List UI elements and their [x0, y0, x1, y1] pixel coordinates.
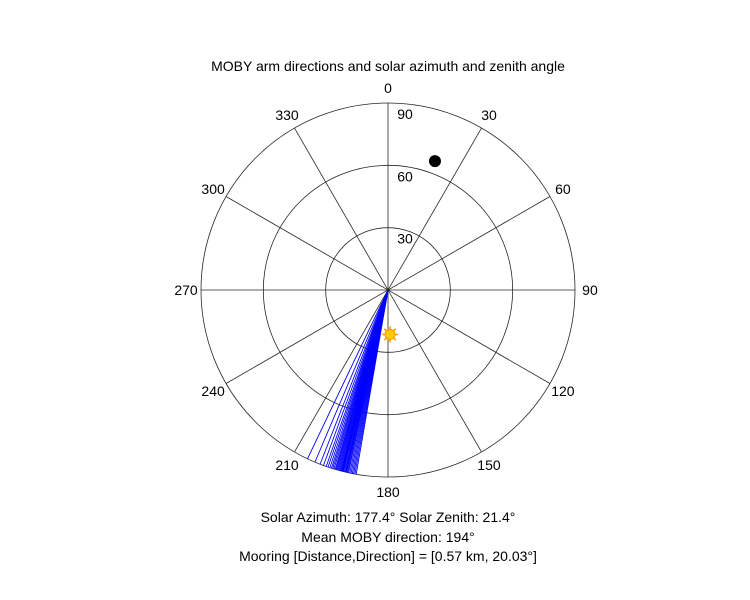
radial-tick-label: 30: [397, 231, 413, 247]
solar-caption: Solar Azimuth: 177.4° Solar Zenith: 21.4…: [261, 509, 516, 525]
angle-tick-label: 210: [275, 457, 299, 473]
angle-tick-label: 270: [174, 282, 198, 298]
outer-circle: [200, 102, 576, 478]
moby-arm-line: [314, 289, 389, 463]
captions: Solar Azimuth: 177.4° Solar Zenith: 21.4…: [239, 509, 537, 564]
angle-tick-label: 240: [201, 383, 225, 399]
radial-tick-labels: 30 60 90: [397, 106, 413, 247]
moby-arm-line: [319, 289, 389, 465]
markers: [382, 155, 441, 343]
chart-title: MOBY arm directions and solar azimuth an…: [211, 58, 565, 74]
angle-tick-label: 30: [481, 107, 497, 123]
radial-circle: [262, 164, 514, 416]
angle-tick-label: 180: [376, 484, 400, 500]
moby-arm-lines: [307, 289, 389, 475]
sun-marker: [382, 326, 399, 343]
angle-tick-label: 90: [582, 282, 598, 298]
angle-tick-label: 150: [477, 457, 501, 473]
angle-tick-label: 300: [201, 181, 225, 197]
radial-tick-label: 90: [397, 106, 413, 122]
moby-arm-line: [325, 289, 389, 467]
moby-arm-line: [307, 289, 389, 459]
angle-tick-label: 120: [551, 383, 575, 399]
angle-tick-label: 330: [275, 107, 299, 123]
mooring-marker: [428, 155, 441, 168]
radial-tick-label: 60: [397, 168, 413, 184]
radial-circle: [325, 227, 451, 353]
angle-tick-label: 60: [555, 181, 571, 197]
mooring-caption: Mooring [Distance,Direction] = [0.57 km,…: [239, 548, 537, 564]
sun-disc: [384, 328, 396, 340]
angle-tick-label: 0: [384, 80, 392, 96]
angle-tick-labels: 0 30 60 90 120 150 180 210 240 270 300 330: [174, 80, 598, 500]
moby-direction-caption: Mean MOBY direction: 194°: [301, 529, 474, 545]
moby-arm-line: [323, 289, 389, 466]
